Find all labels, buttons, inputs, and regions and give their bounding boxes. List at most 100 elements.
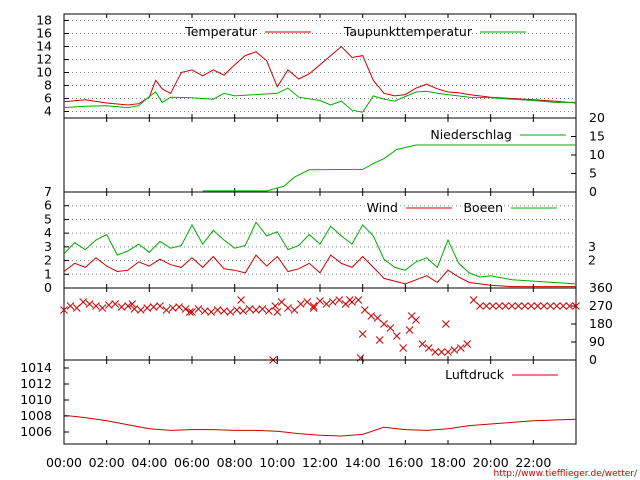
direction-marker: [316, 297, 324, 305]
direction-marker: [418, 340, 427, 348]
direction-marker: [559, 302, 568, 310]
direction-marker: [168, 304, 177, 312]
direction-marker: [450, 346, 459, 354]
direction-marker: [245, 305, 254, 313]
x-tick-label: 16:00: [387, 455, 423, 470]
direction-marker: [92, 302, 100, 310]
legend-label: Boeen: [463, 200, 503, 215]
direction-marker: [252, 306, 260, 314]
direction-marker: [501, 302, 510, 310]
y-tick-label: 2: [44, 253, 52, 268]
direction-marker: [476, 302, 484, 310]
y-tick-label: 1006: [20, 424, 52, 439]
direction-marker: [386, 324, 395, 332]
y-tick-label: 0: [44, 280, 52, 295]
direction-marker: [175, 303, 184, 311]
direction-marker: [309, 302, 318, 310]
y-tick-label: 12: [36, 52, 52, 67]
y-tick-label: 360: [589, 280, 613, 295]
direction-marker: [346, 296, 354, 304]
direction-marker: [322, 300, 331, 308]
direction-marker: [463, 340, 472, 348]
x-tick-label: 06:00: [174, 455, 210, 470]
y-tick-label: 4: [44, 225, 52, 240]
y-tick-label: 1008: [20, 408, 52, 423]
right-tick-label: 2: [588, 253, 596, 268]
direction-marker: [271, 302, 280, 310]
direction-marker: [540, 302, 548, 310]
direction-marker: [303, 298, 312, 306]
direction-marker: [527, 302, 536, 310]
direction-marker: [200, 307, 209, 315]
direction-marker: [194, 305, 203, 313]
right-tick-label: 3: [588, 239, 596, 254]
series-line-temperatur: [63, 45, 577, 106]
direction-marker: [79, 298, 88, 306]
y-tick-label: 90: [589, 334, 605, 349]
direction-marker: [237, 296, 245, 304]
direction-marker: [239, 307, 248, 315]
x-tick-label: 02:00: [89, 455, 125, 470]
direction-marker: [565, 302, 574, 310]
direction-marker: [437, 348, 446, 356]
legend-label: Taupunkttemperatur: [343, 24, 473, 39]
direction-marker: [213, 306, 222, 314]
direction-marker: [188, 308, 196, 316]
y-tick-label: 18: [36, 13, 52, 28]
y-tick-label: 8: [44, 78, 52, 93]
direction-marker: [360, 306, 369, 314]
y-tick-label: 270: [589, 298, 613, 313]
legend-label: Luftdruck: [445, 367, 505, 382]
direction-marker: [444, 348, 452, 356]
direction-marker: [488, 302, 497, 310]
direction-marker: [104, 301, 113, 309]
y-tick-label: 16: [36, 26, 52, 41]
direction-marker: [508, 302, 516, 310]
direction-marker: [149, 303, 158, 311]
direction-marker: [552, 302, 561, 310]
direction-marker: [66, 302, 75, 310]
series-line-luftdruck: [63, 414, 577, 437]
time-axis: 00:00 02:00 04:00 06:00 08:00 10:00 12:00 14:00…: [46, 455, 551, 470]
y-tick-label: 1012: [20, 376, 52, 391]
direction-marker: [186, 308, 194, 316]
direction-marker: [60, 306, 68, 314]
direction-marker: [354, 296, 363, 304]
direction-marker: [373, 314, 382, 322]
direction-marker: [482, 302, 491, 310]
x-tick-label: 14:00: [345, 455, 381, 470]
direction-marker: [367, 312, 376, 320]
direction-marker: [111, 300, 120, 308]
direction-marker: [431, 348, 440, 356]
direction-marker: [328, 298, 337, 306]
direction-marker: [469, 296, 478, 304]
x-tick-label: 08:00: [217, 455, 253, 470]
direction-marker: [375, 336, 384, 344]
direction-marker: [520, 302, 529, 310]
direction-marker: [143, 304, 152, 312]
direction-marker: [284, 304, 292, 312]
direction-marker: [117, 303, 126, 311]
direction-marker: [162, 306, 171, 314]
series-wind-direction: [60, 296, 580, 364]
y-tick-label: 15: [589, 129, 605, 144]
direction-marker: [220, 307, 228, 315]
direction-marker: [380, 320, 388, 328]
direction-marker: [533, 302, 542, 310]
y-tick-label: 180: [589, 316, 613, 331]
direction-marker: [296, 300, 305, 308]
y-tick-label: 5: [589, 166, 597, 181]
source-url: http://www.tiefflieger.de/wetter/: [494, 469, 638, 479]
panel-precipitation: 0 5 10 15 20 Niederschlag: [63, 110, 605, 199]
direction-marker: [85, 300, 94, 308]
direction-marker: [572, 302, 580, 310]
direction-marker: [258, 305, 267, 313]
y-tick-label: 20: [589, 110, 605, 125]
panel-frame: [63, 287, 577, 361]
y-tick-label: 14: [36, 39, 52, 54]
direction-marker: [156, 302, 164, 310]
y-tick-label: 6: [44, 91, 52, 106]
direction-marker: [124, 302, 132, 310]
